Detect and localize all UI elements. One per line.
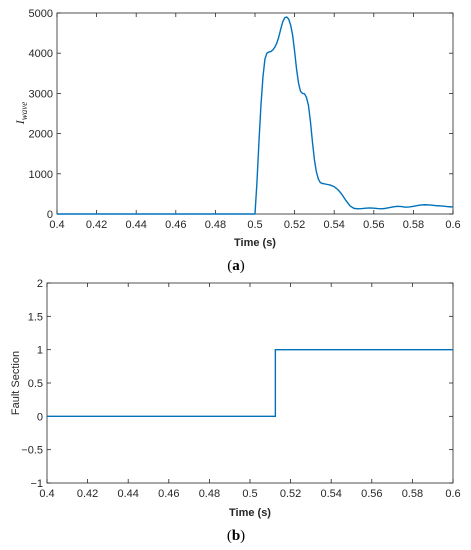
chart-a-y-tick-label: 5000 — [29, 8, 53, 20]
chart-b-y-tick-label: 0 — [37, 411, 43, 423]
chart-a-x-tick-label: 0.4 — [49, 219, 64, 231]
chart-b-caption: (b) — [227, 528, 245, 544]
chart-b-series-line — [47, 348, 453, 418]
chart-b-plot-area — [46, 282, 454, 484]
chart-b-x-tick-label: 0.48 — [199, 488, 220, 500]
chart-b-y-ticks: −1 −0.5 0 0.5 1 1.5 2 — [21, 278, 453, 490]
chart-b-x-tick-label: 0.6 — [445, 488, 460, 500]
chart-a-y-axis-label-main: I — [13, 119, 27, 125]
chart-a-x-ticks: 0.4 0.42 0.44 0.46 0.48 0.5 0.52 0.54 0.56 0.58 0.… — [49, 13, 461, 231]
chart-a-y-tick-label: 4000 — [29, 48, 53, 60]
chart-b-x-tick-label: 0.46 — [158, 488, 179, 500]
chart-b-y-tick-label: 1.5 — [28, 311, 43, 323]
chart-a-y-ticks: 0 1000 2000 3000 4000 5000 — [29, 8, 453, 221]
chart-b: −1−0.500.511.52 0.4 0.42 0.44 0.46 0.48 0.5 0.… — [10, 278, 461, 544]
chart-b-x-ticks: 0.4 0.42 0.44 0.46 0.48 0.5 0.52 0.54 0.56 0.58 0.… — [39, 283, 461, 500]
chart-a-x-tick-label: 0.58 — [403, 219, 424, 231]
chart-b-y-tick-label: 0.5 — [28, 378, 43, 390]
chart-a-series-line — [57, 16, 454, 215]
chart-a-x-tick-label: 0.48 — [205, 219, 226, 231]
chart-a-y-tick-label: 0 — [47, 209, 53, 221]
chart-a-x-tick-label: 0.5 — [247, 219, 262, 231]
chart-b-x-tick-label: 0.52 — [280, 488, 301, 500]
chart-a-x-tick-label: 0.6 — [445, 219, 460, 231]
chart-b-y-tick-label: 1 — [37, 345, 43, 357]
chart-a-y-tick-label: 3000 — [29, 88, 53, 100]
chart-b-y-tick-label: −0.5 — [21, 445, 43, 457]
chart-b-x-tick-label: 0.4 — [39, 488, 54, 500]
chart-a-x-tick-label: 0.44 — [125, 219, 146, 231]
chart-b-x-tick-label: 0.58 — [402, 488, 423, 500]
chart-b-y-tick-label: −1 — [30, 478, 43, 490]
chart-b-caption-letter: b — [232, 528, 240, 544]
chart-b-x-axis-label: Time (s) — [229, 507, 271, 519]
chart-b-x-tick-label: 0.5 — [242, 488, 257, 500]
chart-b-x-tick-label: 0.42 — [77, 488, 98, 500]
chart-b-y-tick-label: 2 — [37, 278, 43, 290]
chart-a-x-tick-label: 0.46 — [165, 219, 186, 231]
chart-a-y-tick-label: 1000 — [29, 169, 53, 181]
chart-a-x-tick-label: 0.52 — [284, 219, 305, 231]
chart-a-x-tick-label: 0.54 — [323, 219, 344, 231]
chart-a-y-axis-label: Iwave — [13, 102, 29, 126]
chart-b-x-tick-label: 0.54 — [320, 488, 341, 500]
chart-b-x-tick-label: 0.56 — [361, 488, 382, 500]
chart-b-y-axis-label: Fault Section — [10, 351, 22, 415]
chart-a-plot-area — [56, 12, 454, 215]
chart-a-x-tick-label: 0.42 — [86, 219, 107, 231]
chart-a-caption: (a) — [227, 258, 245, 274]
chart-a-caption-letter: a — [232, 258, 240, 274]
chart-a-y-tick-label: 2000 — [29, 129, 53, 141]
chart-a-x-tick-label: 0.56 — [363, 219, 384, 231]
chart-b-x-tick-label: 0.44 — [117, 488, 138, 500]
chart-a-x-axis-label: Time (s) — [234, 237, 276, 249]
chart-a-y-axis-label-sub: wave — [19, 102, 29, 121]
